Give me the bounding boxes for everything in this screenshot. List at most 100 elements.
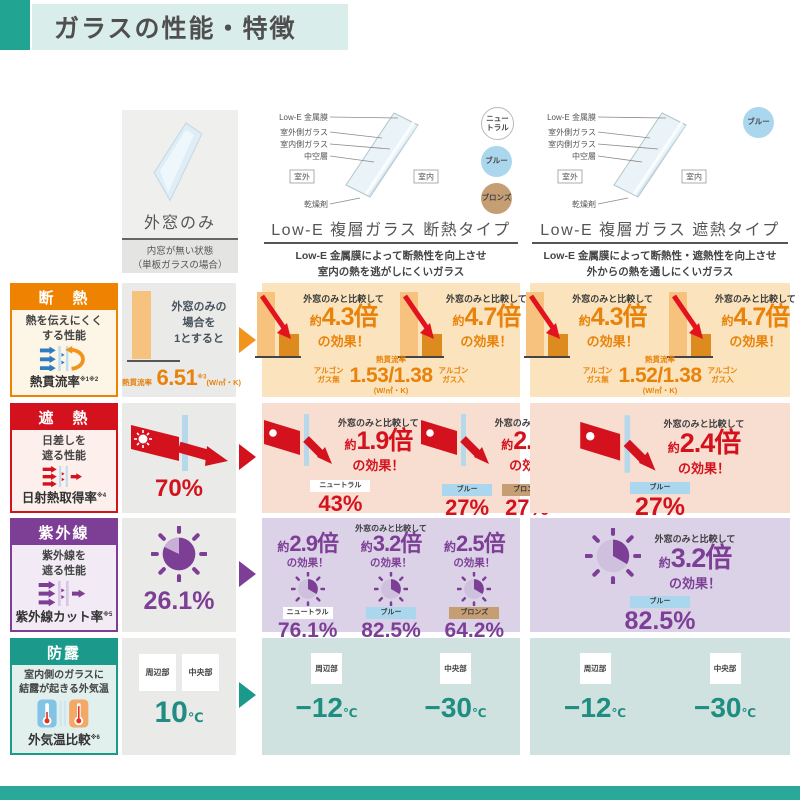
cell-shielding-insulation-type: 外窓のみと比較して 約1.9倍 の効果！ ニュートラル 43% 外窓のみと比較し… — [262, 403, 575, 520]
comparison-group: 外窓のみと比較して 約2.4倍 の効果！ — [576, 413, 744, 477]
uv-sun-pie-icon — [457, 572, 492, 606]
cell-shielding-outer: 70% — [122, 403, 236, 513]
cell-insulation-shielding-type: 外窓のみと比較して 約4.3倍 の効果！ 外窓のみと比較して 約4.7倍 の効果… — [524, 283, 796, 397]
svg-text:室外側ガラス: 室外側ガラス — [280, 127, 328, 137]
uv-sun-pie-icon — [373, 572, 408, 606]
row-label-condensation: 防露 室内側のガラスに 結露が起きる外気温 外気温比較※6 — [10, 638, 118, 755]
badge-neutral: ニュートラル — [310, 480, 371, 492]
u-value-comparison: アルゴン ガス無 熱貫流率 1.53/1.38 (W/㎡・K) アルゴン ガス入 — [313, 355, 469, 395]
label-center: 中央部 — [182, 654, 219, 691]
cell-uv-insulation-type: 外窓のみと比較して 約2.9倍 の効果！ ニュートラル 76.1% 約3.2倍 … — [262, 518, 520, 642]
column-header-insulation-type: Low-E 金属膜 室外側ガラス 室内側ガラス 中空層 室外 室内 乾燥剤 ニュ… — [262, 105, 520, 278]
svg-text:中空層: 中空層 — [572, 151, 596, 161]
divider — [122, 237, 238, 240]
svg-text:中空層: 中空層 — [304, 151, 328, 161]
solar-gain-value: 27% — [634, 492, 686, 521]
bar-comparison-icon — [398, 292, 444, 358]
title-accent-square — [0, 0, 30, 50]
arrow-insulation — [239, 327, 256, 353]
svg-text:室内: 室内 — [418, 172, 434, 182]
uv-blocking-icon — [38, 580, 86, 606]
row-label-insulation-title: 断 熱 — [12, 285, 116, 310]
heat-insulation-icon — [39, 345, 85, 371]
temperature-group: 周辺部 −12℃ — [295, 653, 358, 723]
thermometer-icon — [37, 699, 89, 728]
comparison-group: 外窓のみと比較して 約3.2倍 の効果！ — [584, 528, 735, 592]
cell-uv-outer: 26.1% — [122, 518, 236, 632]
label-center: 中央部 — [440, 653, 471, 684]
baseline-bar — [132, 291, 151, 359]
uv-cut-outer-value: 26.1% — [143, 587, 215, 615]
label-peripheral: 周辺部 — [139, 654, 176, 691]
footer-accent-bar — [0, 786, 800, 800]
temperature-group: 中央部 −30℃ — [694, 653, 756, 722]
temperature-value: −12℃ — [295, 692, 358, 723]
label-peripheral: 周辺部 — [579, 653, 611, 684]
low-e-glass-diagram: Low-E 金属膜 室外側ガラス 室内側ガラス 中空層 室外 室内 乾燥剤 — [279, 112, 439, 209]
svg-text:室内側ガラス: 室内側ガラス — [548, 139, 596, 149]
row-label-insulation: 断 熱 熱を伝えにくく する性能 熱貫流率※1※2 — [10, 283, 118, 397]
row-label-shielding: 遮 熱 日差しを 遮る性能 日射熱取得率※4 — [10, 403, 118, 513]
svg-text:室外: 室外 — [562, 172, 578, 182]
insulation-type-description: Low-E 金属膜によって断熱性を向上させ 室内の熱を逃がしにくいガラス — [295, 250, 487, 278]
badge-blue: ブルー — [442, 484, 493, 496]
u-value-outer: 熱貫流率 6.51※3(W/㎡・K) — [122, 365, 242, 390]
cell-insulation-insulation-type: 外窓のみと比較して 約4.3倍 の効果！ 外窓のみと比較して 約4.7倍 の効果… — [255, 283, 527, 397]
temperature-outer: 10℃ — [154, 696, 204, 729]
comparison-group: 外窓のみと比較して 約4.7倍 の効果！ — [398, 290, 527, 368]
sun-arrow-deflect-icon — [579, 415, 656, 473]
svg-text:Low-E 金属膜: Low-E 金属膜 — [547, 112, 596, 122]
comparison-group: 外窓のみと比較して 約4.3倍 の効果！ — [524, 290, 653, 368]
divider — [532, 242, 788, 244]
color-swatches: ブルー — [743, 107, 774, 138]
u-value-comparison: アルゴン ガス無 熱貫流率 1.52/1.38 (W/㎡・K) アルゴン ガス入 — [582, 355, 738, 395]
cell-condensation-outer: 周辺部 中央部 10℃ — [122, 638, 236, 755]
column-header-shielding-type: Low-E 金属膜 室外側ガラス 室内側ガラス 中空層 室外 室内 乾燥剤 ブル… — [530, 105, 790, 278]
cell-insulation-outer: 外窓のみの 場合を 1とすると 熱貫流率 6.51※3(W/㎡・K) — [122, 283, 242, 397]
svg-text:室外: 室外 — [294, 172, 310, 182]
svg-text:室内: 室内 — [686, 172, 702, 182]
single-glass-pane-icon — [153, 122, 203, 202]
svg-text:室外側ガラス: 室外側ガラス — [548, 127, 596, 137]
comparison-group: 外窓のみと比較して 約4.3倍 の効果！ — [255, 290, 384, 368]
uv-cut-value: 82.5% — [624, 606, 696, 635]
row-label-shielding-title: 遮 熱 — [12, 405, 116, 430]
comparison-group: 約2.9倍 の効果！ ニュートラル 76.1% — [277, 531, 339, 642]
uv-cut-value: 64.2% — [444, 618, 505, 642]
svg-text:乾燥剤: 乾燥剤 — [572, 199, 596, 209]
badge-bronze: ブロンズ — [502, 484, 553, 496]
cell-condensation-insulation-type: 周辺部 −12℃ 中央部 −30℃ — [262, 638, 520, 755]
comparison-group: 外窓のみと比較して 約1.9倍 の効果！ ニュートラル 43% — [262, 412, 419, 520]
page-header: ガラスの性能・特徴 — [32, 4, 348, 50]
page-title: ガラスの性能・特徴 — [54, 15, 297, 43]
badge-blue: ブルー — [365, 607, 416, 619]
badge-blue: ブルー — [630, 596, 690, 608]
temperature-group: 周辺部 −12℃ — [564, 653, 626, 722]
temperature-value: −30℃ — [693, 692, 757, 723]
uv-cut-value: 76.1% — [277, 618, 338, 642]
uv-cut-value: 82.5% — [361, 618, 421, 642]
arrow-shielding — [239, 444, 256, 470]
badge-blue: ブルー — [630, 482, 690, 494]
cell-uv-shielding-type: 外窓のみと比較して 約3.2倍 の効果！ ブルー 82.5% — [530, 518, 790, 634]
swatch-blue: ブルー — [481, 146, 512, 177]
cell-condensation-shielding-type: 周辺部 −12℃ 中央部 −30℃ — [530, 638, 790, 755]
arrow-uv — [239, 561, 256, 587]
swatch-neutral: ニュー トラル — [481, 107, 514, 140]
column-header-outer-window: 外窓のみ 内窓が無い状態 （単板ガラスの場合） — [122, 110, 238, 273]
comparison-group: 外窓のみと比較して 約4.7倍 の効果！ — [667, 290, 796, 368]
solar-gain-value: 27% — [445, 495, 490, 520]
row-label-condensation-title: 防露 — [12, 640, 116, 665]
low-e-glass-diagram: Low-E 金属膜 室外側ガラス 室内側ガラス 中空層 室外 室内 乾燥剤 — [547, 112, 707, 209]
bar-comparison-icon — [524, 292, 571, 358]
solar-gain-outer-value: 70% — [154, 475, 204, 502]
comparison-group: 約2.5倍 の効果！ ブロンズ 64.2% — [444, 531, 506, 642]
sun-arrow-deflect-icon — [420, 414, 489, 466]
outer-window-title: 外窓のみ — [143, 214, 216, 232]
arrow-condensation — [239, 682, 256, 708]
swatch-blue: ブルー — [743, 107, 774, 138]
uv-sun-pie-icon — [151, 526, 207, 582]
solar-gain-value: 43% — [318, 490, 363, 516]
color-swatches: ニュー トラル ブルー ブロンズ — [481, 107, 514, 214]
temperature-value: −12℃ — [563, 692, 627, 723]
